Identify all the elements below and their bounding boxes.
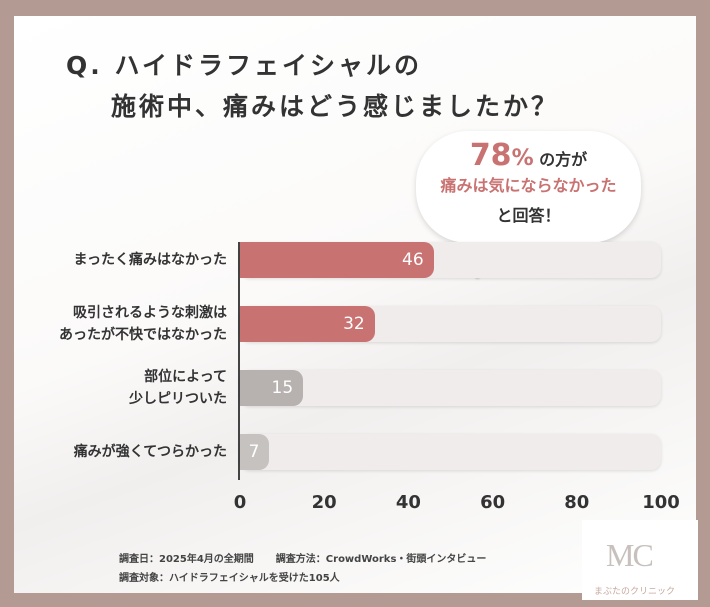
callout-percent-sign: % [511,146,534,171]
question-title-line-1: Q. ハイドラフェイシャルの [66,51,422,80]
x-tick-label: 100 [642,492,680,513]
callout-text-2: 痛みは気にならなかった [440,176,617,195]
callout-text-3: と回答！ [496,206,561,225]
callout-text-1: の方が [533,150,588,169]
callout-bubble [416,131,641,243]
bar [240,370,304,406]
callout-line-1: 78% の方が [416,138,641,173]
bar-value-label: 7 [248,442,260,462]
x-tick-label: 60 [480,492,506,513]
bar-value-label: 46 [402,250,424,270]
callout-line-2: 痛みは気にならなかった [416,172,641,196]
x-tick-label: 80 [564,492,590,513]
callout-line-3: と回答！ [416,202,641,226]
category-label: 部位によって少しピリついた [14,366,227,410]
callout-percent: 78 [469,138,512,173]
category-label: 吸引されるような刺激はあったが不快ではなかった [14,302,227,346]
survey-target: 調査対象：ハイドラフェイシャルを受けた105人 [119,573,340,584]
category-label-line: まったく痛みはなかった [73,252,227,268]
category-label-line: 吸引されるような刺激は [73,305,227,321]
category-label-line: あったが不快ではなかった [59,327,227,343]
y-axis-line [238,242,240,480]
category-label-line: 少しピリついた [129,391,227,407]
chart-card: Q. ハイドラフェイシャルの 施術中、痛みはどう感じましたか？ 78% の方が … [14,16,696,593]
x-tick-label: 0 [233,492,247,513]
category-label: 痛みが強くてつらかった [14,441,227,463]
bar [240,434,270,470]
survey-date: 調査日：2025年4月の全期間 [119,554,254,565]
category-label-line: 部位によって [144,369,227,385]
footer-line-1: 調査日：2025年4月の全期間 調査方法：CrowdWorks・街頭インタビュー [119,550,486,565]
bar-value-label: 32 [343,314,365,334]
question-title-line-2: 施術中、痛みはどう感じましたか？ [111,92,560,121]
bar-track [240,370,661,406]
x-tick-label: 20 [311,492,337,513]
logo-mark: MC [606,537,654,573]
bar-track [240,434,661,470]
category-label: まったく痛みはなかった [14,249,227,271]
survey-method: 調査方法：CrowdWorks・街頭インタビュー [275,554,487,565]
logo-clinic-name: まぶたのクリニック [594,587,676,597]
bar [240,242,434,278]
category-label-line: 痛みが強くてつらかった [73,444,227,460]
x-tick-label: 40 [395,492,421,513]
bar [240,306,375,342]
bar-value-label: 15 [271,378,294,398]
clinic-logo [582,520,698,600]
